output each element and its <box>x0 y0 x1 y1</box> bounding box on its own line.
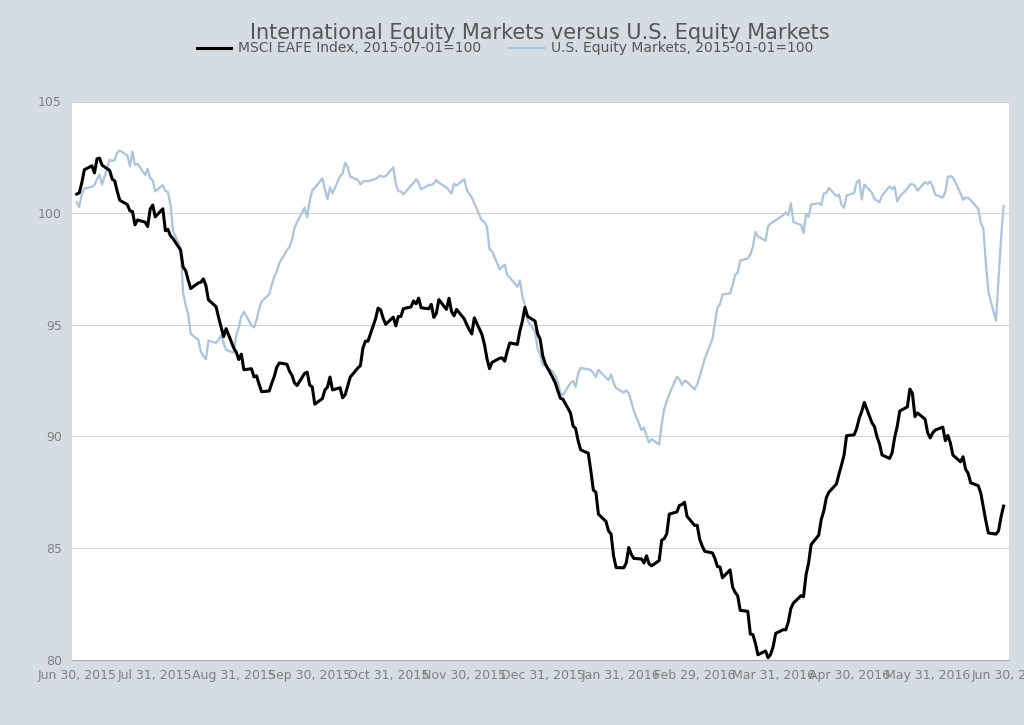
Line: MSCI EAFE Index, 2015-07-01=100: MSCI EAFE Index, 2015-07-01=100 <box>77 158 1004 658</box>
Line: U.S. Equity Markets, 2015-01-01=100: U.S. Equity Markets, 2015-01-01=100 <box>77 151 1004 444</box>
Title: International Equity Markets versus U.S. Equity Markets: International Equity Markets versus U.S.… <box>250 23 830 43</box>
Legend: MSCI EAFE Index, 2015-07-01=100, U.S. Equity Markets, 2015-01-01=100: MSCI EAFE Index, 2015-07-01=100, U.S. Eq… <box>191 36 819 61</box>
